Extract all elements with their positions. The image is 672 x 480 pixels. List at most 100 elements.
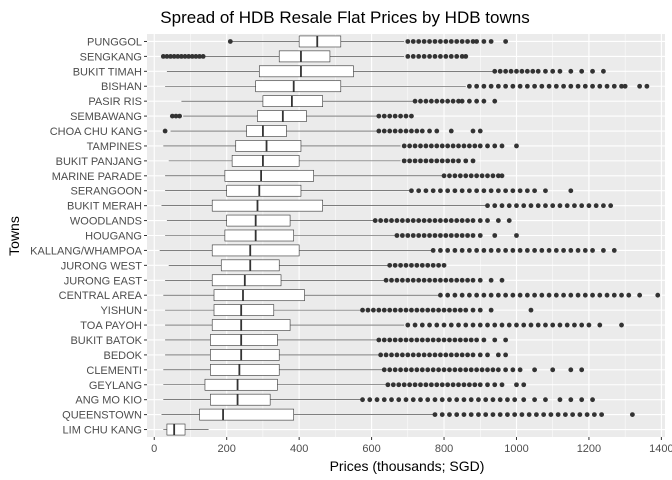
outlier-point — [421, 277, 427, 283]
outlier-point — [441, 262, 447, 268]
outlier-point — [557, 397, 563, 403]
outlier-point — [392, 367, 398, 373]
outlier-point — [182, 53, 188, 59]
outlier-point — [392, 128, 398, 134]
outlier-point — [512, 412, 518, 418]
outlier-point — [443, 233, 449, 238]
outlier-point — [410, 352, 416, 358]
outlier-point — [459, 277, 465, 283]
outlier-point — [579, 397, 585, 403]
outlier-point — [405, 233, 411, 238]
x-axis-ticks: 0 200 400 600 800 1000 1200 1400 — [151, 437, 672, 455]
outlier-point — [579, 367, 585, 373]
outlier-point — [483, 397, 489, 403]
outlier-point — [387, 113, 393, 119]
outlier-point — [447, 367, 452, 373]
outlier-point — [534, 412, 539, 418]
outlier-point — [521, 322, 527, 328]
outlier-point — [517, 188, 523, 194]
outlier-point — [519, 68, 525, 74]
box-bukit-timah — [166, 65, 606, 78]
outlier-point — [423, 188, 429, 194]
outlier-point — [412, 98, 418, 104]
outlier-point — [428, 98, 434, 104]
outlier-point — [568, 68, 574, 74]
box-tampines — [163, 140, 519, 152]
outlier-point — [409, 262, 414, 268]
outlier-point — [445, 98, 451, 104]
outlier-point — [450, 382, 456, 388]
outlier-point — [497, 397, 503, 403]
outlier-point — [546, 83, 552, 89]
outlier-point — [474, 337, 480, 343]
y-tick-label: CLEMENTI — [86, 365, 142, 377]
outlier-point — [510, 188, 516, 194]
outlier-point — [477, 322, 483, 328]
outlier-point — [416, 277, 422, 283]
outlier-point — [448, 352, 454, 358]
outlier-point — [546, 292, 552, 298]
outlier-point — [454, 352, 460, 358]
outlier-point — [412, 382, 418, 388]
outlier-point — [481, 83, 487, 89]
y-tick-label: SENGKANG — [80, 51, 142, 63]
outlier-point — [490, 173, 496, 179]
outlier-point — [492, 382, 498, 388]
outlier-point — [593, 203, 599, 209]
outlier-point — [425, 367, 431, 373]
outlier-point — [456, 143, 461, 149]
box-bukit-panjang — [168, 155, 476, 167]
outlier-point — [532, 248, 537, 253]
outlier-point — [432, 233, 438, 238]
outlier-point — [474, 292, 480, 298]
outlier-point — [514, 322, 519, 328]
outlier-point — [403, 367, 409, 373]
outlier-point — [579, 322, 585, 328]
outlier-point — [387, 307, 393, 313]
outlier-point — [483, 412, 489, 418]
outlier-point — [428, 382, 434, 388]
outlier-point — [546, 248, 552, 253]
outlier-point — [448, 277, 454, 283]
y-tick-label: PASIR RIS — [88, 96, 142, 108]
y-tick-label: TOA PAYOH — [80, 320, 142, 332]
outlier-point — [465, 352, 470, 358]
outlier-point — [454, 53, 460, 59]
outlier-point — [601, 68, 606, 74]
y-tick-label: QUEENSTOWN — [62, 410, 142, 422]
outlier-point — [539, 248, 545, 253]
outlier-point — [398, 113, 403, 119]
outlier-point — [405, 322, 411, 328]
outlier-point — [425, 262, 431, 268]
y-tick-label: CENTRAL AREA — [59, 290, 143, 302]
outlier-point — [505, 412, 510, 418]
outlier-point — [452, 292, 458, 298]
y-tick-label: ANG MO KIO — [75, 395, 142, 407]
outlier-point — [376, 307, 382, 313]
outlier-point — [439, 382, 445, 388]
outlier-point — [416, 352, 422, 358]
x-tick-label: 1400 — [649, 443, 672, 455]
outlier-point — [611, 292, 617, 298]
outlier-point — [503, 367, 509, 373]
outlier-point — [568, 188, 574, 194]
outlier-point — [430, 188, 436, 194]
outlier-point — [543, 397, 548, 403]
outlier-point — [385, 382, 391, 388]
outlier-point — [454, 397, 460, 403]
y-tick-label: HOUGANG — [85, 231, 142, 243]
outlier-point — [579, 68, 585, 74]
outlier-point — [468, 173, 474, 179]
outlier-point — [463, 53, 469, 59]
outlier-point — [392, 337, 398, 343]
outlier-point — [601, 248, 606, 253]
outlier-point — [505, 397, 510, 403]
outlier-point — [564, 203, 570, 209]
outlier-point — [189, 53, 195, 59]
box-iqr — [210, 393, 271, 406]
outlier-point — [193, 53, 199, 59]
outlier-point — [414, 337, 420, 343]
outlier-point — [579, 203, 585, 209]
outlier-point — [470, 158, 476, 164]
outlier-point — [403, 262, 409, 268]
